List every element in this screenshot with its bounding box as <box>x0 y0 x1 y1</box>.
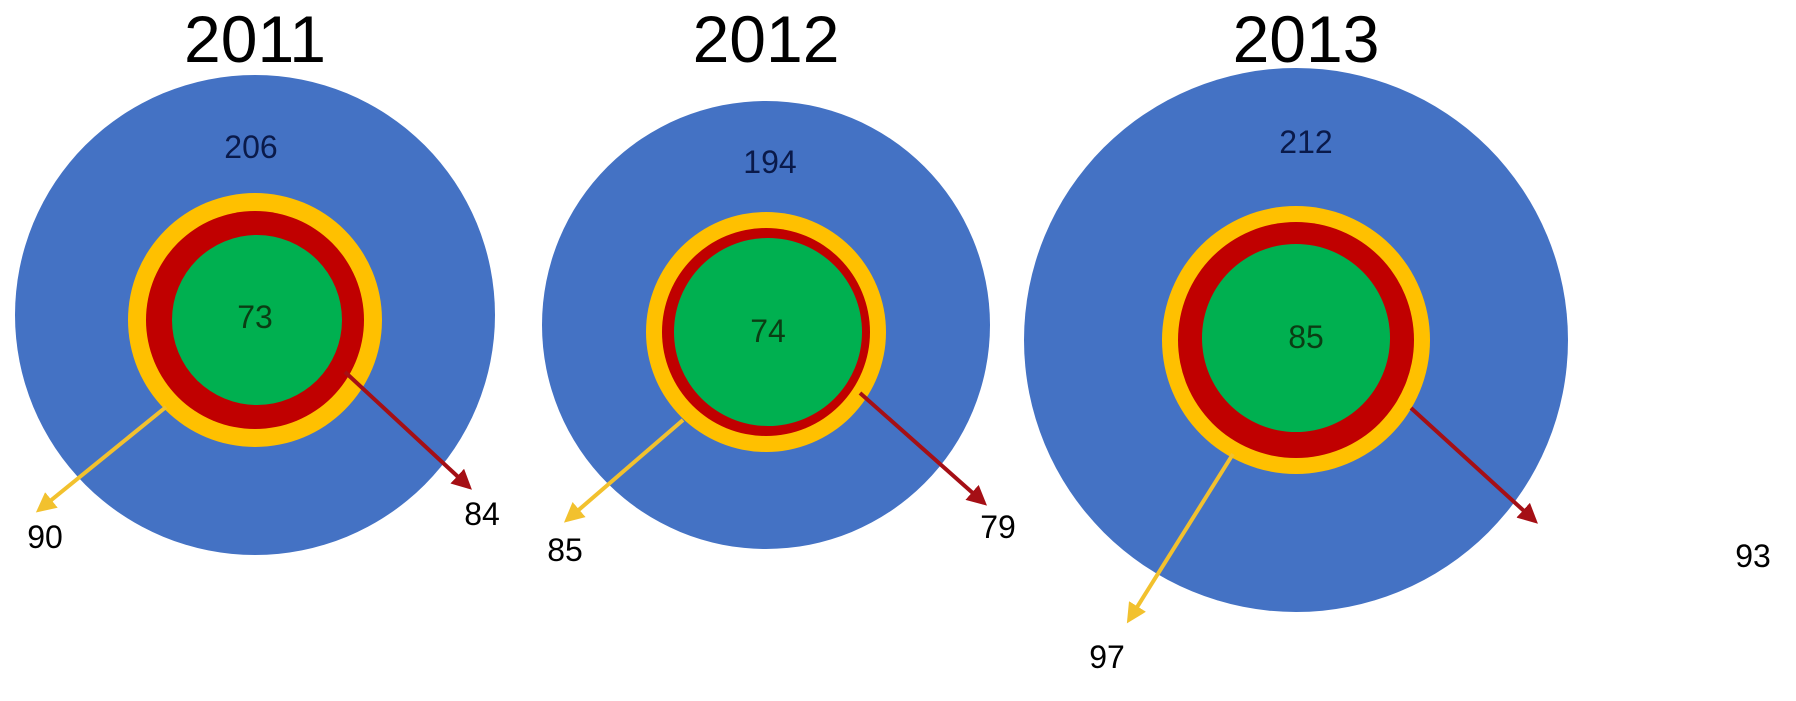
outer-value: 194 <box>743 144 796 180</box>
panel-2012: 2012 194 74 85 79 <box>542 2 1016 568</box>
panel-2011: 2011 206 73 90 84 <box>15 2 500 555</box>
inner-value: 85 <box>1288 319 1324 355</box>
inner-circle <box>674 238 862 426</box>
panel-2013: 2013 212 85 97 93 <box>1024 2 1771 675</box>
outer-value: 206 <box>224 129 277 165</box>
yellow-arrow <box>563 418 685 523</box>
year-title: 2012 <box>693 2 840 76</box>
yellow-arrow <box>1126 452 1235 624</box>
inner-circle <box>1202 244 1390 432</box>
year-title: 2013 <box>1233 2 1380 76</box>
inner-value: 74 <box>750 313 786 349</box>
inner-value: 73 <box>237 299 273 335</box>
year-title: 2011 <box>184 2 326 76</box>
red-arrow <box>343 370 472 490</box>
inner-circle <box>172 235 342 405</box>
red-arrow-value: 79 <box>980 509 1016 545</box>
yellow-arrow-value: 90 <box>27 519 63 555</box>
red-arrow-value: 84 <box>464 496 500 532</box>
outer-value: 212 <box>1279 124 1332 160</box>
yellow-arrow-value: 97 <box>1089 639 1125 675</box>
yellow-arrow <box>35 405 168 513</box>
yellow-arrow-value: 85 <box>547 532 583 568</box>
red-arrow <box>1409 406 1538 524</box>
red-arrow <box>858 391 987 506</box>
red-arrow-value: 93 <box>1735 538 1771 574</box>
